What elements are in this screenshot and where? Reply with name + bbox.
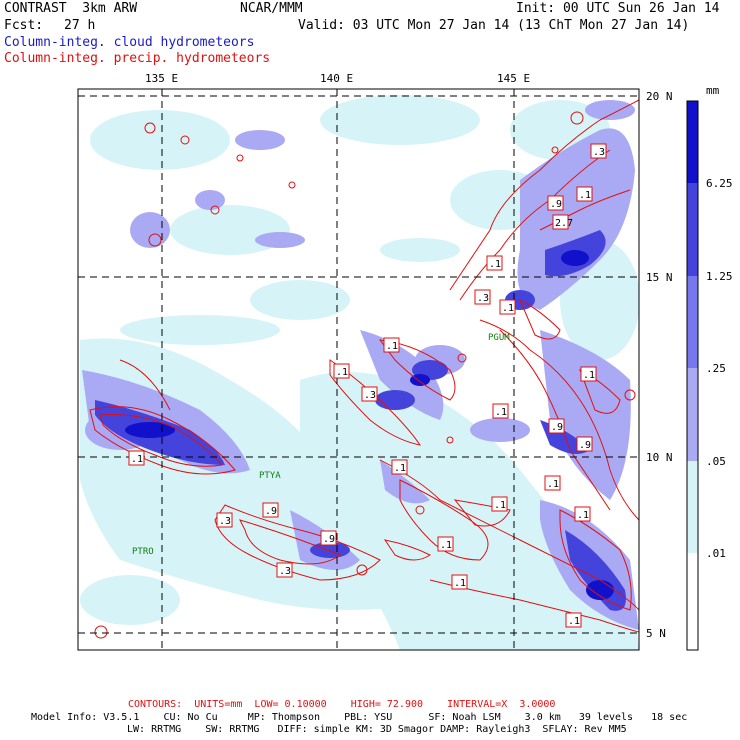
colorbar-label-6.25: 6.25	[706, 177, 733, 190]
contour-label-box	[262, 502, 279, 518]
contour-label-box	[216, 512, 233, 528]
contour-label: 2.7	[555, 218, 573, 229]
contour-label: .9	[323, 534, 335, 545]
contour-label-box	[547, 195, 564, 211]
contour-label-box	[451, 574, 468, 590]
init-time: Init: 00 UTC Sun 26 Jan 14	[516, 1, 720, 16]
colorbar-label-0.05: .05	[706, 455, 726, 468]
map-frame	[77, 88, 640, 651]
colorbar-label-0.25: .25	[706, 362, 726, 375]
contour-label: .9	[265, 506, 277, 517]
contour-label: .3	[364, 390, 376, 401]
contour-label: .1	[577, 510, 589, 521]
contour-label-box	[391, 459, 408, 475]
contour-label: .3	[593, 147, 605, 158]
contour-label: .1	[440, 540, 452, 551]
station-label-ptro: PTRO	[132, 547, 154, 557]
contour-label-box	[333, 363, 350, 379]
model-title: CONTRAST 3km ARW	[4, 1, 138, 16]
contour-label-box	[499, 299, 516, 315]
contours-info: CONTOURS: UNITS=mm LOW= 0.10000 HIGH= 72…	[128, 699, 556, 710]
contour-label: .1	[579, 190, 591, 201]
contour-label-box	[276, 562, 293, 578]
contour-label: .9	[550, 199, 562, 210]
colorbar-unit: mm	[706, 84, 720, 97]
cloud-hydrometeor-field	[80, 95, 639, 650]
contour-label-group: .3 .1 .9 2.7 .1 .3 .1 .1 .3 .1 .1 .9 .9 .1 .1 .1 .9 .1 .3.…	[128, 143, 607, 628]
valid-time: Valid: 03 UTC Mon 27 Jan 14 (13 ChT Mon …	[298, 18, 690, 33]
contour-label-box	[128, 450, 145, 466]
model-info-line1: Model Info: V3.5.1 CU: No Cu MP: Thompso…	[31, 712, 688, 723]
forecast-label: Fcst:	[4, 18, 44, 33]
colorbar	[686, 100, 699, 651]
contour-label: .1	[547, 479, 559, 490]
contour-label: .1	[386, 341, 398, 352]
contour-label: .1	[336, 367, 348, 378]
contour-label-box	[590, 143, 607, 159]
precip-field-title: Column-integ. precip. hydrometeors	[4, 51, 271, 66]
contour-label-box	[437, 536, 454, 552]
contour-label: .3	[219, 516, 231, 527]
lon-label-145: 145 E	[497, 72, 530, 85]
contour-label: .1	[495, 407, 507, 418]
contour-label: .1	[131, 454, 143, 465]
lat-label-20: 20 N	[646, 90, 673, 103]
contour-label-box	[552, 214, 569, 230]
contour-label: .9	[551, 422, 563, 433]
contour-label: .1	[568, 616, 580, 627]
contour-label-box	[361, 386, 378, 402]
contour-label-box	[580, 366, 597, 382]
contour-label: .3	[477, 293, 489, 304]
contour-label-box	[548, 418, 565, 434]
contour-label: .1	[454, 578, 466, 589]
contour-label-box	[574, 506, 591, 522]
contour-label-box	[492, 403, 509, 419]
lon-label-140: 140 E	[320, 72, 353, 85]
forecast-hours: 27 h	[64, 18, 96, 33]
contour-label: .3	[279, 566, 291, 577]
contour-label-box	[491, 496, 508, 512]
station-label-ptya: PTYA	[259, 471, 281, 481]
contour-label: .1	[394, 463, 406, 474]
contour-label-box	[576, 186, 593, 202]
lat-label-5: 5 N	[646, 627, 666, 640]
lon-label-135: 135 E	[145, 72, 178, 85]
colorbar-label-1.25: 1.25	[706, 270, 733, 283]
contour-label-box	[320, 530, 337, 546]
contour-label-box	[576, 436, 593, 452]
station-label-pgum: PGUM	[488, 333, 510, 343]
lat-label-15: 15 N	[646, 271, 673, 284]
contour-label-box	[486, 255, 503, 271]
contour-label-box	[565, 612, 582, 628]
contour-label: .1	[502, 303, 514, 314]
contour-label: .1	[494, 500, 506, 511]
contour-label-box	[544, 475, 561, 491]
contour-label: .9	[579, 440, 591, 451]
org-label: NCAR/MMM	[240, 1, 303, 16]
contour-label: .1	[489, 259, 501, 270]
contour-label: .1	[583, 370, 595, 381]
lat-label-10: 10 N	[646, 451, 673, 464]
contour-label-box	[474, 289, 491, 305]
colorbar-label-0.01: .01	[706, 547, 726, 560]
cloud-field-title: Column-integ. cloud hydrometeors	[4, 35, 255, 50]
model-info-line2: LW: RRTMG SW: RRTMG DIFF: simple KM: 3D …	[127, 724, 627, 735]
contour-label-box	[383, 337, 400, 353]
